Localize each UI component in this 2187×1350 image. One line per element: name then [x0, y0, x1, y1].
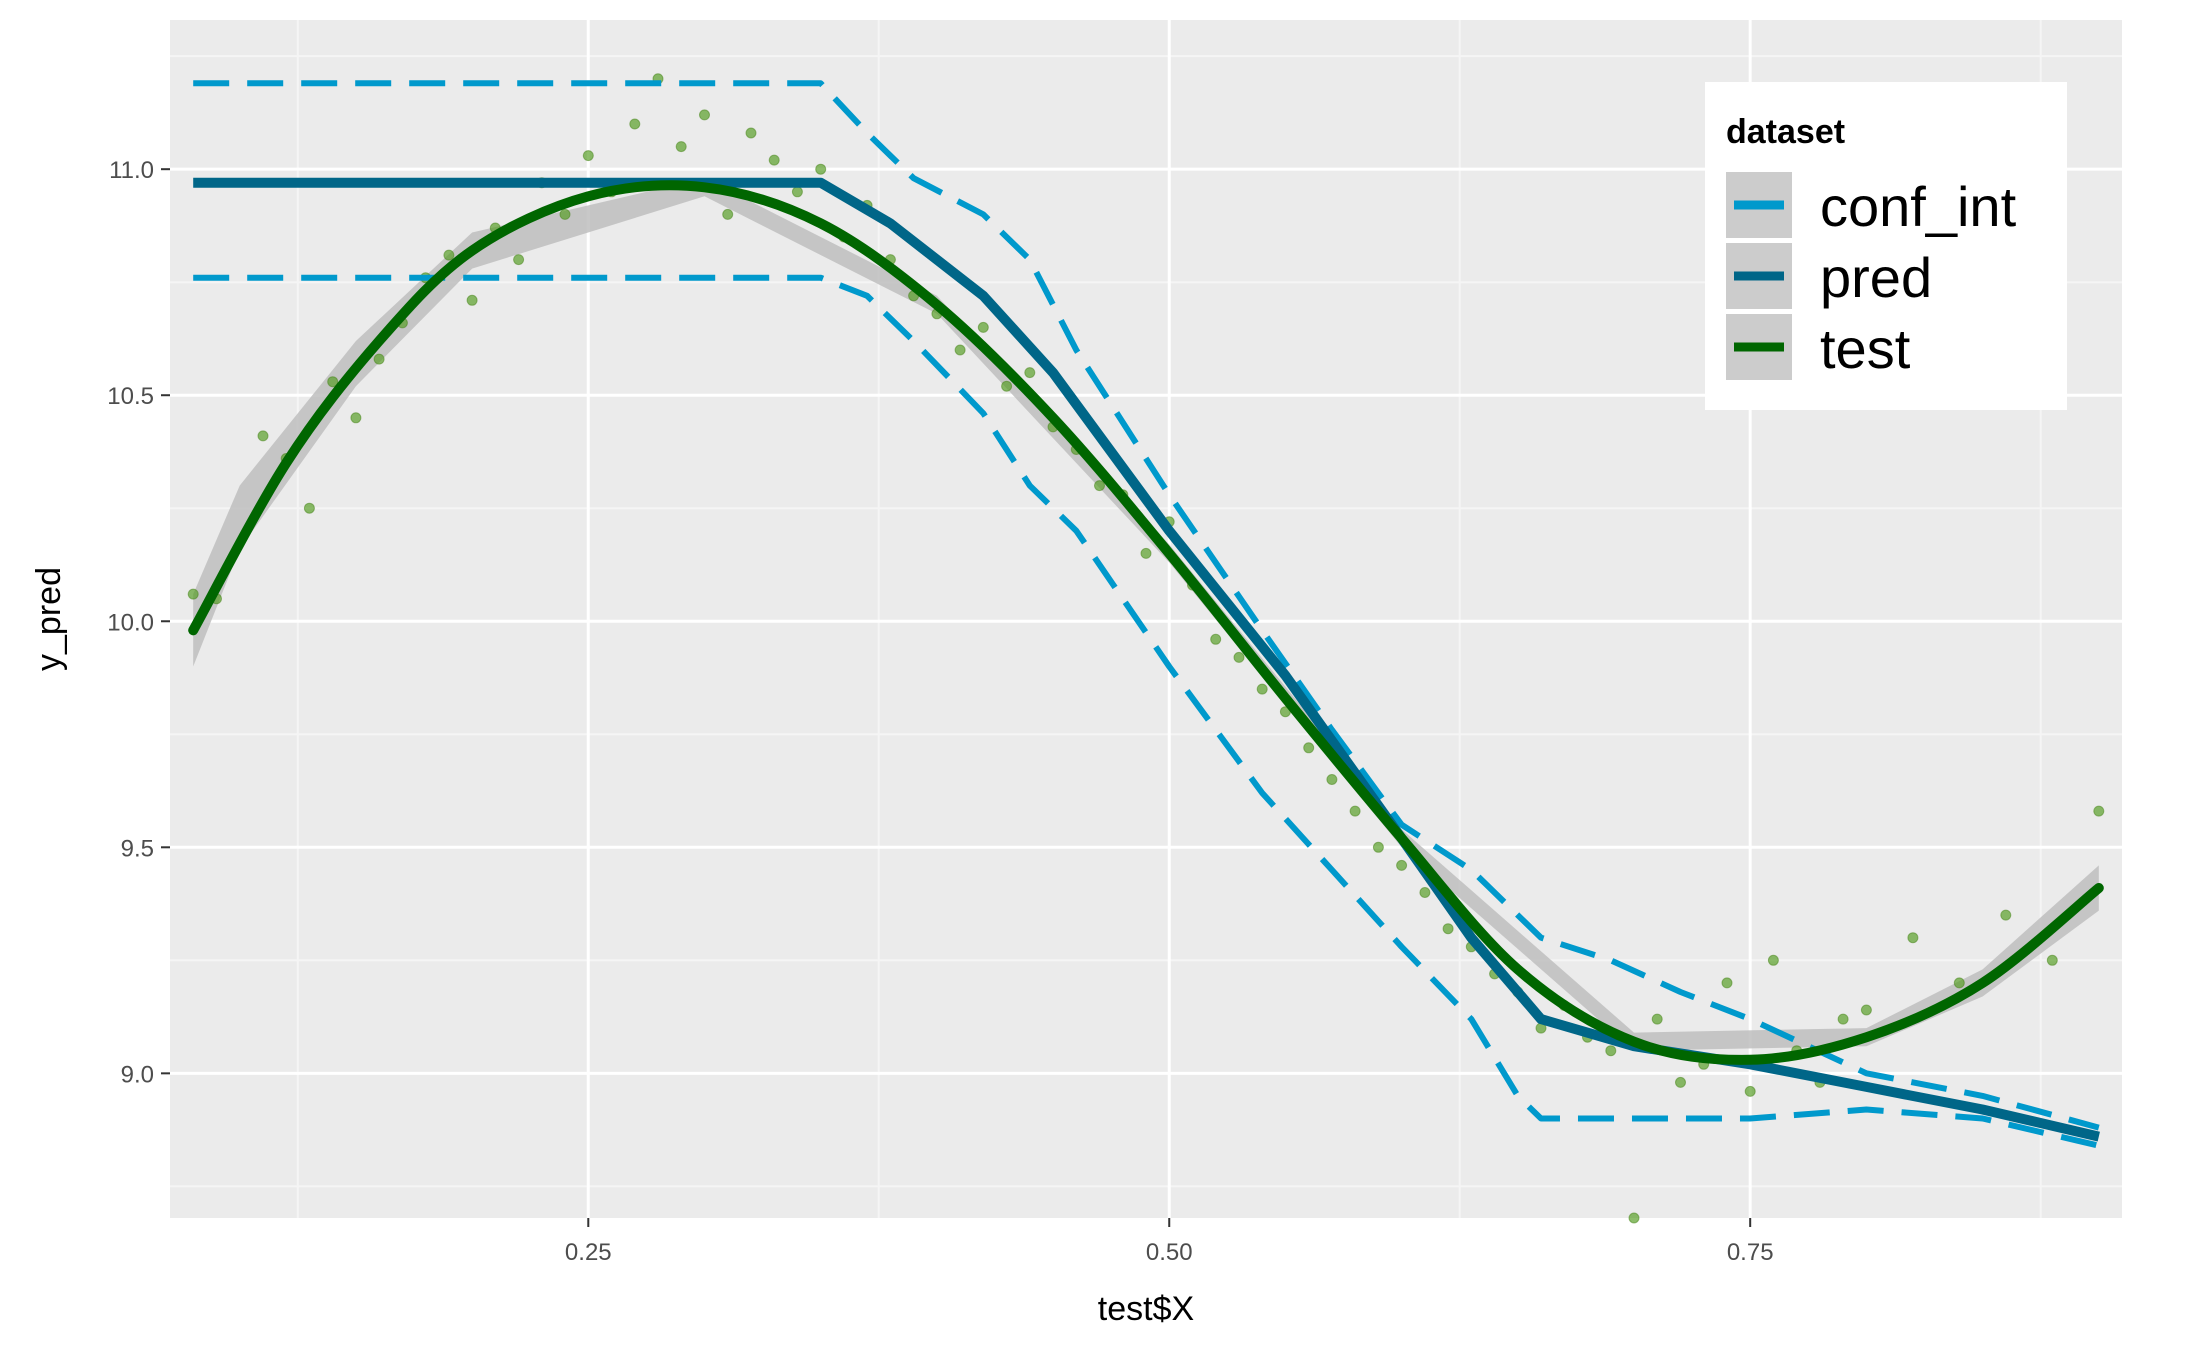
legend-label-test: test: [1820, 317, 1911, 380]
scatter-point: [1372, 841, 1384, 853]
conf-int-line: [193, 274, 2100, 1149]
scatter-point: [1396, 859, 1408, 871]
scatter-point: [582, 150, 594, 162]
y-tick-label: 9.5: [121, 835, 154, 862]
scatter-point: [1140, 547, 1152, 559]
y-axis-title: y_pred: [30, 567, 68, 671]
scatter-point: [675, 141, 687, 153]
scatter-point: [815, 163, 827, 175]
scatter-point: [1001, 380, 1013, 392]
scatter-point: [1721, 977, 1733, 989]
legend-item-conf-int: conf_int: [1726, 172, 2017, 238]
scatter-point: [559, 208, 571, 220]
legend: dataset conf_int pred test: [1705, 82, 2067, 410]
y-tick-label: 9.0: [121, 1061, 154, 1088]
test-smooth-line: [188, 180, 2104, 1065]
scatter-point: [1210, 633, 1222, 645]
scatter-point: [1651, 1013, 1663, 1025]
scatter-point: [1233, 651, 1245, 663]
x-tick-label: 0.25: [565, 1239, 612, 1266]
scatter-point: [1860, 1004, 1872, 1016]
scatter-point: [1744, 1085, 1756, 1097]
scatter-point: [791, 186, 803, 198]
scatter-point: [1628, 1212, 1640, 1224]
scatter-point: [1953, 977, 1965, 989]
x-axis-ticks: 0.25 0.50 0.75: [565, 1218, 1774, 1266]
series-lines: [188, 80, 2104, 1149]
x-tick-label: 0.75: [1727, 1239, 1774, 1266]
conf-int-line: [193, 80, 2100, 1131]
y-tick-label: 11.0: [109, 157, 154, 184]
scatter-point: [745, 127, 757, 139]
scatter-point: [1349, 805, 1361, 817]
scatter-point: [1907, 932, 1919, 944]
x-axis-title: test$X: [1098, 1290, 1194, 1328]
scatter-point: [1094, 480, 1105, 492]
scatter-point: [1024, 367, 1036, 379]
scatter-point: [2093, 805, 2105, 817]
scatter-point: [350, 412, 362, 424]
scatter-point: [1303, 742, 1315, 754]
scatter-point: [1256, 683, 1268, 695]
scatter-point: [327, 376, 339, 388]
scatter-point: [1675, 1076, 1686, 1088]
legend-item-pred: pred: [1726, 243, 1932, 309]
legend-title: dataset: [1726, 113, 1845, 151]
y-tick-label: 10.0: [107, 609, 154, 636]
scatter-point: [2046, 954, 2058, 966]
scatter-point: [1326, 774, 1338, 785]
scatter-point: [722, 208, 734, 220]
scatter-point: [629, 118, 641, 130]
scatter-point: [187, 588, 199, 600]
scatter-point: [954, 344, 966, 356]
scatter-point: [768, 154, 780, 166]
x-tick-label: 0.50: [1146, 1239, 1193, 1266]
scatter-point: [257, 430, 269, 442]
scatter-point: [303, 502, 315, 514]
scatter-point: [1419, 887, 1431, 898]
scatter-point: [513, 254, 525, 266]
scatter-point: [977, 321, 989, 333]
legend-label-pred: pred: [1820, 246, 1932, 309]
scatter-point: [699, 109, 710, 121]
scatter-point: [2000, 909, 2012, 921]
scatter-point: [1837, 1013, 1849, 1025]
y-tick-label: 10.5: [107, 383, 154, 410]
scatter-point: [1442, 923, 1454, 935]
scatter-point: [443, 249, 455, 261]
legend-item-test: test: [1726, 314, 1911, 380]
scatter-point: [373, 353, 385, 365]
y-axis-ticks: 9.0 9.5 10.0 10.5 11.0: [107, 157, 170, 1088]
scatter-point: [1605, 1045, 1617, 1057]
scatter-point: [1767, 954, 1779, 966]
legend-label-conf-int: conf_int: [1820, 175, 2017, 238]
scatter-point: [466, 294, 478, 306]
